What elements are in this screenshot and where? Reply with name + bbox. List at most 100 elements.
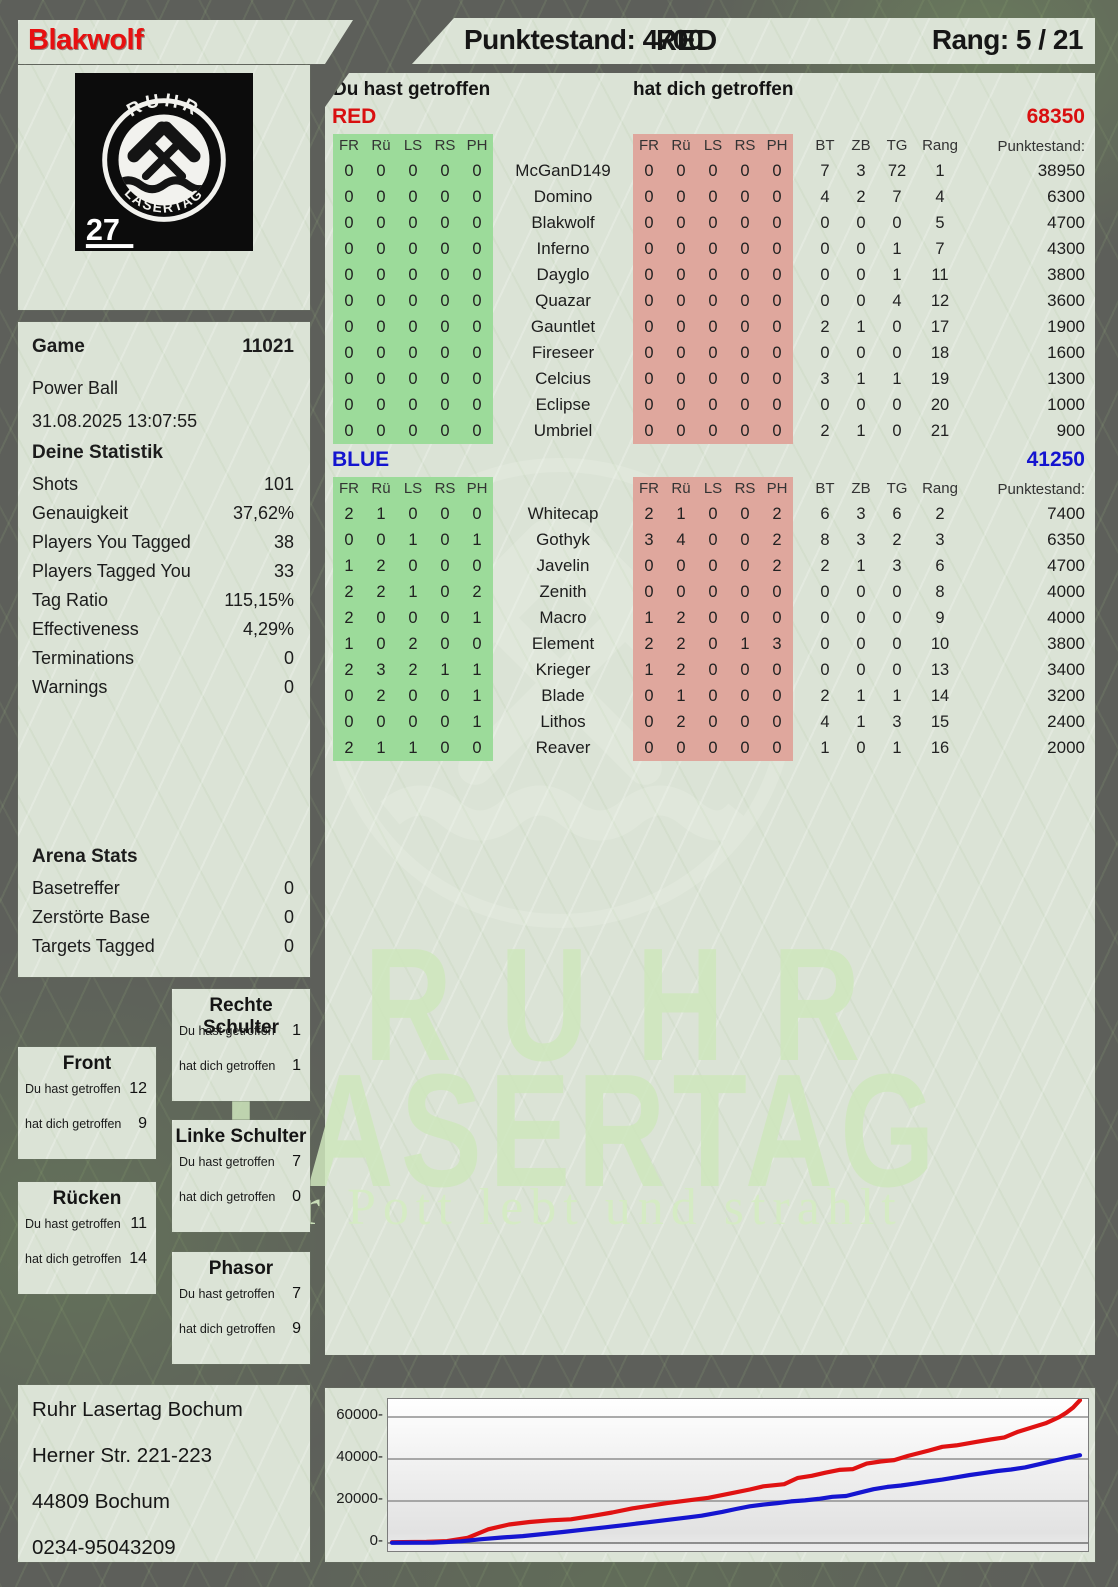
tail-stat-cell: 2 xyxy=(892,531,902,549)
you-hit-cell: 0 xyxy=(429,262,461,288)
arena-stat-row-label: Basetreffer xyxy=(32,878,120,898)
spacer xyxy=(793,605,807,631)
them-hit-cell: 0 xyxy=(729,210,761,236)
them-hit-cell: 0 xyxy=(697,314,729,340)
score-chart-panel: 0- 20000- 40000- 60000- xyxy=(325,1388,1095,1562)
tail-stat-cell: 0 xyxy=(820,266,830,284)
table-row: 2 3 2 1 1 Krieger 1 2 0 0 0 0 0 0 13 3400 xyxy=(325,657,1095,683)
you-hit-cell: 0 xyxy=(365,527,397,553)
hitbox-phasor: Phasor Du hast getroffen 7 hat dich getro… xyxy=(172,1252,310,1364)
them-hit-cell: 2 xyxy=(633,631,665,657)
you-hit-cell: 1 xyxy=(333,553,365,579)
them-hit-cell: 0 xyxy=(665,340,697,366)
arena-stat-row: Basetreffer 0 xyxy=(18,874,310,903)
game-label: Game xyxy=(32,336,85,357)
player-name-cell: Inferno xyxy=(536,239,590,258)
you-hit-label: Du hast getroffen xyxy=(179,1024,275,1038)
you-hit-cell: 1 xyxy=(333,631,365,657)
table-row: 0 0 0 0 0 Umbriel 0 0 0 0 0 2 1 0 21 900 xyxy=(325,418,1095,444)
tail-stat-cell: 15 xyxy=(930,713,950,731)
score-cell: 3600 xyxy=(1047,291,1085,310)
table-row: 2 1 0 0 0 Whitecap 2 1 0 0 2 6 3 6 2 7400 xyxy=(325,501,1095,527)
your-stat-row: Players You Tagged 38 xyxy=(18,528,310,557)
you-hit-label: Du hast getroffen xyxy=(25,1217,121,1231)
spacer xyxy=(793,158,807,184)
you-hit-cell: 1 xyxy=(461,683,493,709)
hit-col-header: LS xyxy=(697,134,729,158)
you-hit-cell: 0 xyxy=(429,288,461,314)
your-stat-row-value: 0 xyxy=(283,677,294,697)
spacer xyxy=(793,579,807,605)
you-hit-cell: 0 xyxy=(461,392,493,418)
you-hit-cell: 0 xyxy=(461,418,493,444)
hitbox-linke-schulter: Linke Schulter Du hast getroffen 7 hat di… xyxy=(172,1120,310,1232)
them-hit-cell: 0 xyxy=(665,392,697,418)
score-cell: 3800 xyxy=(1047,634,1085,653)
them-hit-cell: 0 xyxy=(665,418,697,444)
them-hit-cell: 0 xyxy=(761,579,793,605)
them-hit-cell: 0 xyxy=(633,314,665,340)
tail-stat-cell: 12 xyxy=(930,292,950,310)
them-hit-label: hat dich getroffen xyxy=(25,1117,122,1131)
you-hit-cell: 0 xyxy=(429,735,461,761)
red-score-line xyxy=(389,1398,1083,1545)
you-hit-cell: 0 xyxy=(429,553,461,579)
game-datetime: 31.08.2025 13:07:55 xyxy=(32,411,198,431)
them-hit-cell: 0 xyxy=(697,683,729,709)
tail-stat-cell: 6 xyxy=(820,505,830,523)
tail-stat-cell: 1 xyxy=(856,557,866,575)
spacer xyxy=(793,184,807,210)
player-name-cell: Gauntlet xyxy=(530,317,596,336)
them-hit-cell: 0 xyxy=(697,184,729,210)
tail-stat-cell: 0 xyxy=(892,609,902,627)
tail-stat-cell: 2 xyxy=(856,188,866,206)
them-hit-cell: 2 xyxy=(761,527,793,553)
you-hit-cell: 0 xyxy=(333,184,365,210)
hitbox-title: Linke Schulter xyxy=(175,1126,307,1147)
you-hit-value: 11 xyxy=(130,1215,147,1232)
you-hit-cell: 0 xyxy=(365,158,397,184)
score-cell: 6300 xyxy=(1047,187,1085,206)
team-total-score: 41250 xyxy=(1026,448,1085,471)
you-hit-cell: 2 xyxy=(333,579,365,605)
your-stat-row-value: 0 xyxy=(283,648,294,668)
you-hit-cell: 1 xyxy=(397,579,429,605)
them-hit-cell: 1 xyxy=(729,631,761,657)
you-hit-cell: 1 xyxy=(365,735,397,761)
spacer xyxy=(793,262,807,288)
your-stat-row-value: 115,15% xyxy=(224,590,294,610)
them-hit-cell: 0 xyxy=(633,236,665,262)
venue-phone: 0234-95043209 xyxy=(32,1536,176,1559)
them-hit-cell: 0 xyxy=(697,579,729,605)
you-hit-cell: 0 xyxy=(365,236,397,262)
you-hit-cell: 0 xyxy=(429,340,461,366)
them-hit-cell: 0 xyxy=(697,392,729,418)
tail-stat-cell: 0 xyxy=(856,344,866,362)
them-hit-cell: 0 xyxy=(697,418,729,444)
spacer xyxy=(793,392,807,418)
you-hit-cell: 0 xyxy=(365,210,397,236)
tail-stat-cell: 2 xyxy=(935,505,945,523)
venue-street: Herner Str. 221-223 xyxy=(32,1444,213,1467)
them-hit-cell: 0 xyxy=(729,158,761,184)
you-hit-cell: 0 xyxy=(397,605,429,631)
you-hit-cell: 0 xyxy=(397,184,429,210)
you-hit-cell: 0 xyxy=(365,631,397,657)
tail-stat-cell: 1 xyxy=(892,266,902,284)
you-hit-cell: 0 xyxy=(429,683,461,709)
player-name: Blakwolf xyxy=(28,24,144,56)
score-cell: 3800 xyxy=(1047,265,1085,284)
them-hit-cell: 0 xyxy=(729,579,761,605)
them-hit-cell: 0 xyxy=(697,657,729,683)
venue-name: Ruhr Lasertag Bochum xyxy=(32,1398,243,1421)
you-hit-cell: 0 xyxy=(397,709,429,735)
table-row: 0 0 0 0 0 Dayglo 0 0 0 0 0 0 0 1 11 3800 xyxy=(325,262,1095,288)
them-hit-cell: 0 xyxy=(729,184,761,210)
tail-stat-cell: 11 xyxy=(931,266,949,284)
you-hit-cell: 0 xyxy=(397,683,429,709)
tail-stat-cell: 1 xyxy=(935,162,945,180)
team-title-row: BLUE 41250 xyxy=(325,447,1095,473)
hit-col-header: LS xyxy=(397,477,429,501)
score-cell: 38950 xyxy=(1037,161,1085,180)
tail-stat-cell: 3 xyxy=(935,531,945,549)
